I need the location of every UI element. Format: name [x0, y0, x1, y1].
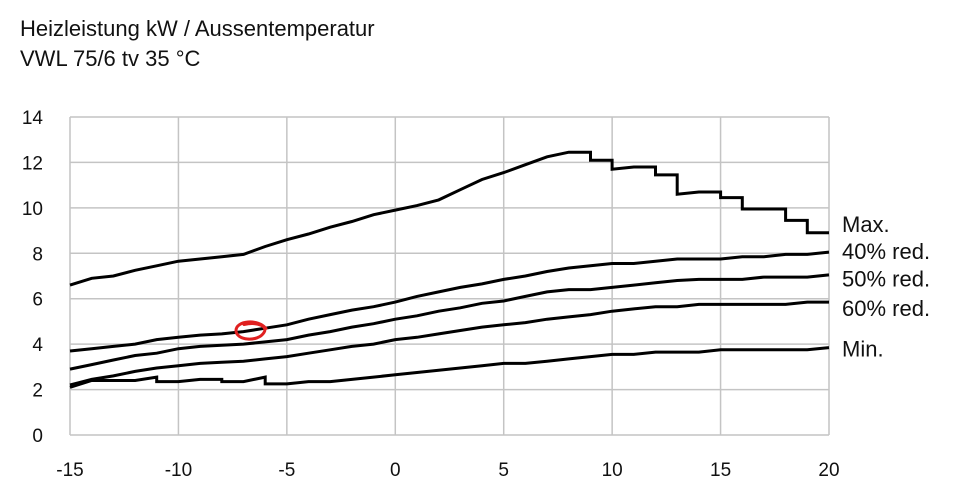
y-tick-label: 14: [22, 108, 44, 129]
y-tick-label: 6: [32, 290, 43, 311]
x-tick-label: 15: [710, 460, 731, 481]
y-tick-label: 8: [32, 244, 43, 265]
y-tick-label: 4: [32, 335, 43, 356]
y-tick-label: 12: [22, 153, 43, 174]
series-line: [69, 150, 829, 287]
chart-title-block: Heizleistung kW / Aussentemperatur VWL 7…: [20, 14, 375, 74]
series-label: 60% red.: [842, 296, 930, 321]
series-label: Max.: [842, 212, 890, 237]
x-tick-label: -10: [165, 460, 192, 481]
y-tick-label: 0: [32, 426, 43, 447]
series-label: Min.: [842, 337, 884, 362]
x-tick-label: 20: [818, 460, 839, 481]
chart-subtitle: VWL 75/6 tv 35 °C: [20, 46, 201, 71]
y-tick-label: 2: [32, 381, 43, 402]
series-label: 50% red.: [842, 266, 930, 291]
x-tick-label: -5: [278, 460, 295, 481]
x-tick-label: 5: [498, 460, 509, 481]
series-line: [69, 250, 830, 353]
chart-title: Heizleistung kW / Aussentemperatur: [20, 16, 375, 41]
red-circle-annotation: [234, 320, 268, 341]
y-tick-label: 10: [22, 199, 43, 220]
x-tick-label: 0: [390, 460, 401, 481]
series-line: [69, 346, 830, 389]
series-line: [69, 300, 829, 387]
series-label: 40% red.: [842, 239, 930, 264]
x-tick-label: 10: [602, 460, 623, 481]
series-line: [69, 273, 830, 371]
x-tick-label: -15: [56, 460, 83, 481]
